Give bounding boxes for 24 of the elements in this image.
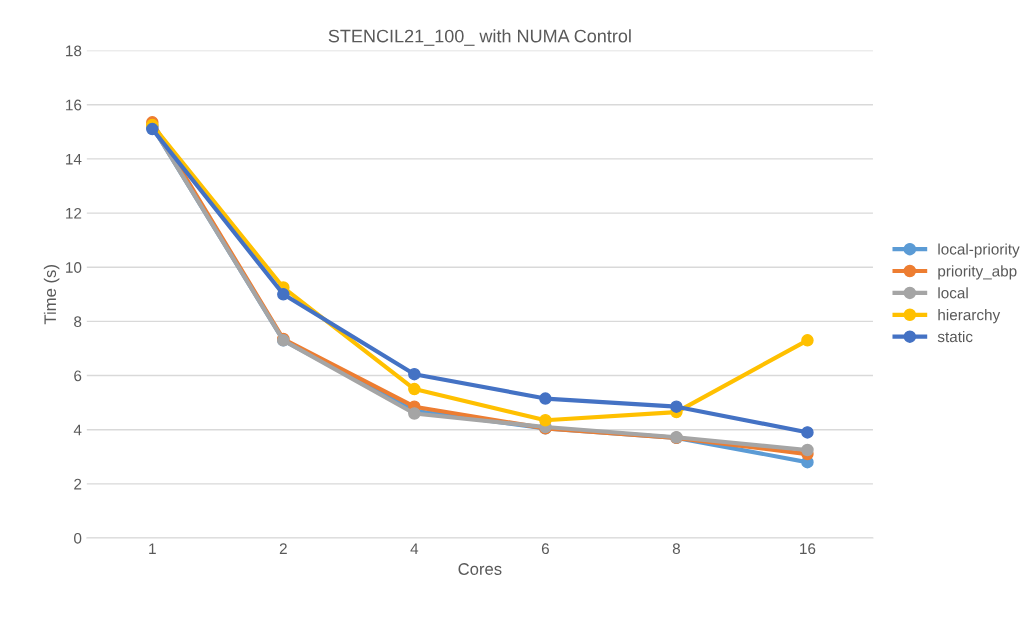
y-tick-label: 18 <box>66 45 82 57</box>
y-tick-label: 6 <box>74 370 82 382</box>
y-tick-label: 8 <box>74 316 82 328</box>
x-tick-label: 8 <box>672 543 680 555</box>
legend-label: local <box>938 287 968 299</box>
y-tick-label: 10 <box>66 262 82 273</box>
x-tick-label: 1 <box>149 543 156 554</box>
x-tick-label: 4 <box>410 543 419 554</box>
y-tick-label: 16 <box>66 99 82 111</box>
y-tick-label: 2 <box>74 478 82 490</box>
x-tick-label: 6 <box>541 543 549 555</box>
y-tick-label: 0 <box>74 532 82 544</box>
chart-title: STENCIL21_100_ with NUMA Control <box>328 29 631 46</box>
legend-label: local-priority <box>938 243 1020 258</box>
y-axis-title: Time (s) <box>43 265 60 325</box>
x-tick-label: 16 <box>800 543 816 555</box>
x-tick-label: 2 <box>279 543 287 554</box>
y-tick-label: 12 <box>66 207 82 219</box>
y-tick-label: 14 <box>66 153 82 165</box>
legend-label: static <box>937 330 973 343</box>
legend-label: hierarchy <box>938 309 1001 324</box>
y-tick-label: 4 <box>73 424 82 436</box>
x-axis-title: Cores <box>458 563 502 575</box>
legend-label: priority_abp <box>938 265 1017 280</box>
